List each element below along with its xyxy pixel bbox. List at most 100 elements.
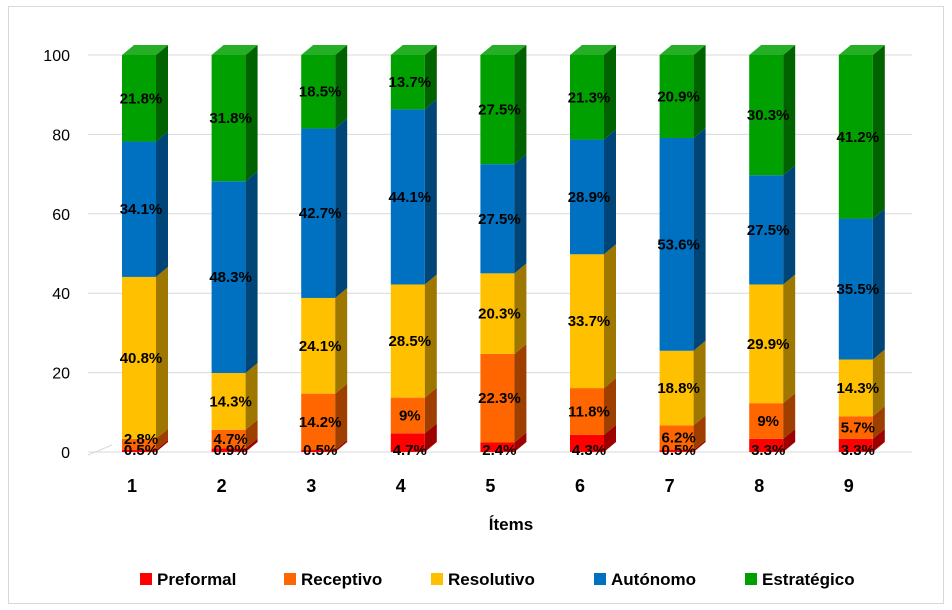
- bar-top-estratégico: [480, 45, 527, 55]
- bar-segment-autónomo: [838, 218, 873, 360]
- data-label: 24.1%: [299, 338, 342, 355]
- data-label: 29.9%: [747, 336, 790, 353]
- y-tick-label: 60: [52, 207, 70, 224]
- data-label: 18.8%: [657, 380, 700, 397]
- bar-top-estratégico: [749, 45, 796, 55]
- data-label: 2.8%: [124, 431, 158, 448]
- x-tick-label: 5: [485, 476, 495, 496]
- y-tick-label: 80: [52, 127, 70, 144]
- bar-top-estratégico: [122, 45, 168, 55]
- legend-swatch-estratégico: [745, 573, 757, 585]
- y-tick-label: 20: [52, 366, 70, 383]
- bar-side-autónomo: [424, 99, 437, 285]
- bar-side-resolutivo: [693, 340, 706, 426]
- bar-side-resolutivo: [514, 263, 527, 354]
- bar-top-estratégico: [301, 45, 348, 55]
- bar-side-estratégico: [514, 45, 527, 165]
- data-label: 6.2%: [661, 430, 695, 447]
- x-tick-label: 2: [217, 476, 227, 496]
- bar-side-autónomo: [335, 118, 348, 298]
- bar-side-preformal: [783, 428, 796, 452]
- bar-side-estratégico: [783, 45, 796, 176]
- floor-line: [87, 444, 113, 456]
- data-label: 3.3%: [841, 442, 875, 459]
- bar-side-resolutivo: [783, 274, 796, 404]
- data-label: 27.5%: [478, 211, 521, 228]
- data-label: 5.7%: [841, 420, 875, 437]
- legend-label: Receptivo: [301, 570, 382, 589]
- bar-segment-estratégico: [838, 55, 873, 219]
- data-label: 0.9%: [213, 442, 247, 459]
- data-label: 2.4%: [482, 442, 516, 459]
- bar-segment-preformal: [838, 438, 873, 452]
- bar-segment-autónomo: [659, 137, 694, 351]
- data-label: 13.7%: [389, 74, 432, 91]
- data-label: 0.5%: [661, 442, 695, 459]
- bar-segment-preformal: [480, 442, 515, 452]
- bar-side-autónomo: [872, 208, 885, 360]
- bar-side-preformal: [156, 440, 168, 452]
- bar-segment-autónomo: [570, 139, 604, 255]
- data-label: 18.5%: [299, 84, 342, 101]
- x-axis-title: Ítems: [489, 515, 533, 534]
- data-label: 42.7%: [299, 205, 342, 222]
- data-label: 11.8%: [568, 404, 610, 421]
- bar-side-preformal: [335, 440, 348, 452]
- bar-top-estratégico: [838, 45, 885, 55]
- data-label: 4.3%: [572, 442, 606, 459]
- data-label: 14.3%: [837, 380, 880, 397]
- bar-segment-resolutivo: [659, 350, 694, 426]
- y-tick-label: 0: [61, 445, 70, 462]
- legend-label: Autónomo: [611, 570, 696, 589]
- bar-segment-receptivo: [749, 403, 784, 439]
- legend-swatch-autónomo: [594, 573, 606, 585]
- bar-segment-autónomo: [749, 175, 784, 285]
- bar-side-estratégico: [335, 45, 348, 129]
- bar-segment-autónomo: [480, 164, 515, 274]
- data-label: 4.7%: [393, 442, 427, 459]
- bar-side-receptivo: [335, 383, 348, 451]
- bar-segment-resolutivo: [749, 284, 784, 404]
- data-label: 34.1%: [120, 201, 163, 218]
- bar-segment-receptivo: [480, 353, 515, 443]
- bar-side-receptivo: [424, 387, 437, 434]
- bar-side-autónomo: [604, 129, 616, 255]
- data-label: 9%: [399, 407, 421, 424]
- y-tick-label: 40: [52, 286, 70, 303]
- data-label: 53.6%: [657, 236, 700, 253]
- bar-segment-receptivo: [211, 429, 246, 449]
- bar-segment-autónomo: [211, 181, 246, 373]
- bar-segment-estratégico: [570, 55, 604, 140]
- data-label: 40.8%: [120, 350, 163, 367]
- bar-side-preformal: [245, 438, 258, 452]
- data-label: 21.3%: [568, 89, 611, 106]
- data-label: 9%: [757, 413, 779, 430]
- bar-top-estratégico: [211, 45, 258, 55]
- bar-side-estratégico: [693, 45, 706, 138]
- bar-segment-resolutivo: [480, 273, 515, 354]
- bar-segment-receptivo: [838, 416, 873, 439]
- data-label: 44.1%: [389, 189, 432, 206]
- bar-segment-receptivo: [659, 425, 694, 451]
- legend-label: Resolutivo: [448, 570, 535, 589]
- data-label: 0.5%: [303, 442, 337, 459]
- bar-segment-receptivo: [301, 393, 336, 451]
- bar-side-receptivo: [245, 419, 258, 449]
- bar-segment-estratégico: [211, 55, 246, 182]
- bar-top-estratégico: [659, 45, 706, 55]
- bar-side-preformal: [693, 440, 706, 452]
- bar-side-preformal: [514, 432, 527, 452]
- bar-top-estratégico: [570, 45, 616, 55]
- data-label: 3.3%: [751, 442, 785, 459]
- data-label: 21.8%: [120, 90, 163, 107]
- bar-segment-estratégico: [301, 55, 336, 129]
- bar-segment-resolutivo: [122, 276, 156, 439]
- bar-side-preformal: [424, 423, 437, 452]
- bar-segment-autónomo: [301, 128, 336, 298]
- bar-segment-estratégico: [749, 55, 784, 176]
- x-tick-label: 3: [306, 476, 316, 496]
- bar-segment-preformal: [211, 448, 246, 452]
- data-label: 35.5%: [837, 281, 880, 298]
- bar-segment-preformal: [659, 450, 694, 452]
- bar-side-autónomo: [245, 171, 258, 373]
